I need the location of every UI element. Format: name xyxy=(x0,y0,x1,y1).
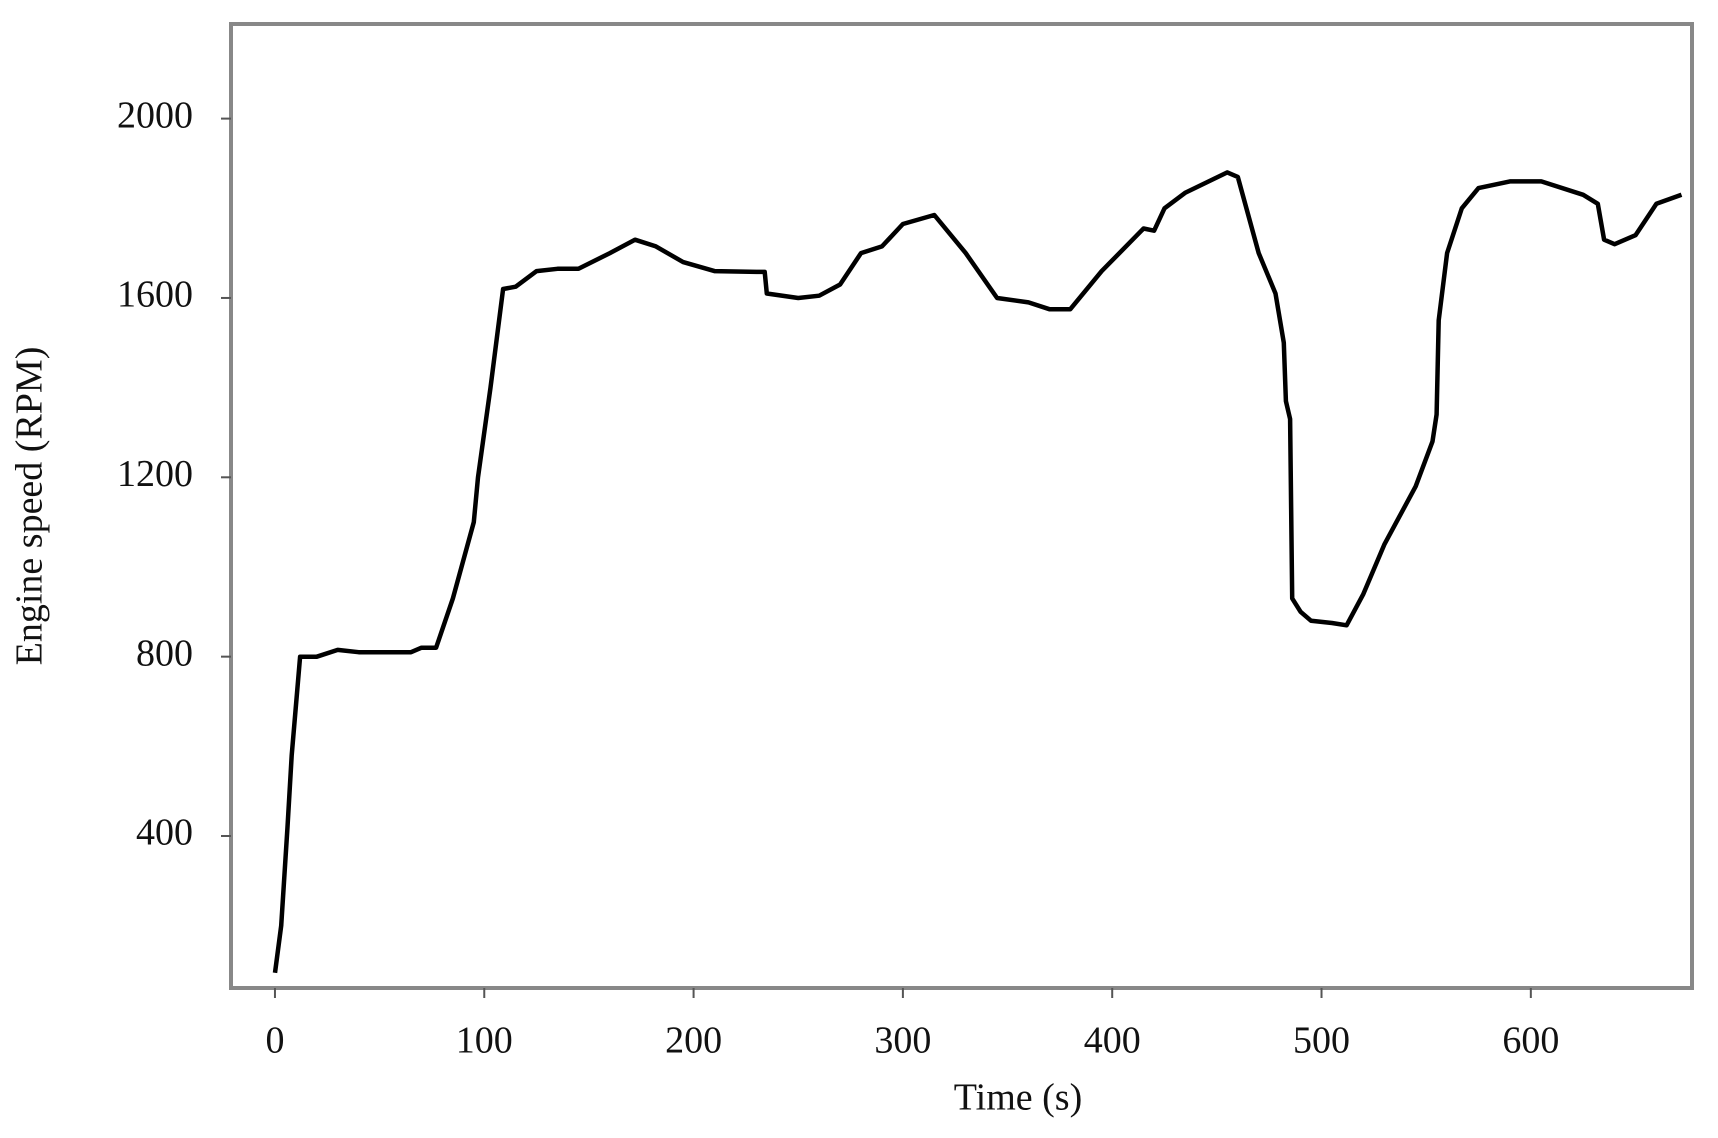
x-tick-label: 200 xyxy=(665,1020,722,1062)
y-tick-label: 2000 xyxy=(117,94,193,136)
y-axis-title: Engine speed (RPM) xyxy=(9,347,51,666)
plot-frame xyxy=(229,22,1694,990)
data-line xyxy=(272,170,1683,974)
x-tick-label: 0 xyxy=(265,1020,284,1062)
x-tick-label: 600 xyxy=(1502,1020,1559,1062)
y-tick-label: 800 xyxy=(136,632,193,674)
x-tick-label: 300 xyxy=(874,1020,931,1062)
x-tick-label: 500 xyxy=(1293,1020,1350,1062)
x-tick-label: 100 xyxy=(456,1020,513,1062)
y-tick-label: 1200 xyxy=(117,453,193,495)
x-tick-label: 400 xyxy=(1084,1020,1141,1062)
x-axis-title: Time (s) xyxy=(954,1077,1082,1119)
y-tick-label: 1600 xyxy=(117,274,193,316)
y-tick-label: 400 xyxy=(136,812,193,854)
